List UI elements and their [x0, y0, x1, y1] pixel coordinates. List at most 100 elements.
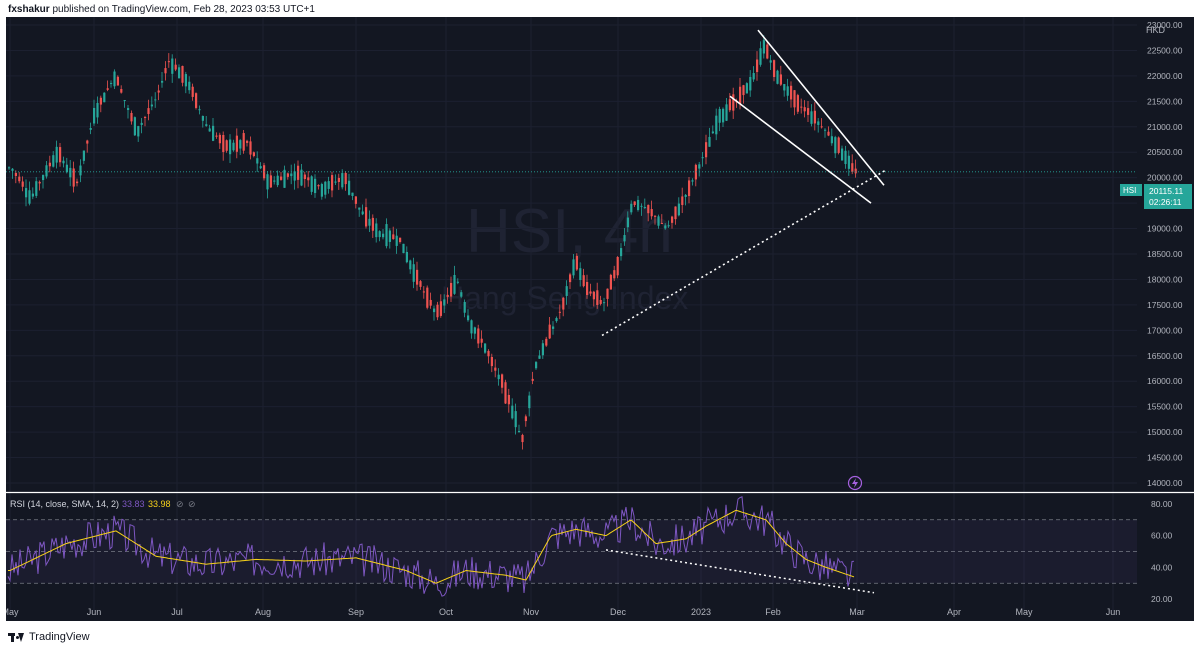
candle-body — [739, 86, 742, 105]
candle-body — [212, 125, 215, 141]
candle-body — [99, 97, 102, 105]
candle-body — [324, 181, 327, 195]
candle-body — [572, 259, 575, 276]
candle-body — [830, 136, 833, 144]
time-tick-label: Jun — [87, 607, 102, 617]
candle-body — [76, 181, 79, 184]
candle-body — [654, 215, 657, 217]
candle-body — [354, 196, 357, 204]
candle-body — [694, 164, 697, 180]
candle-body — [181, 65, 184, 83]
candle-body — [426, 287, 429, 308]
candle-body — [487, 350, 490, 357]
symbol-tag-text: HSI — [1123, 186, 1136, 195]
time-axis[interactable]: May Jun Jul Aug Sep Oct Nov Dec 2023 Feb Mar Apr May… — [6, 607, 1120, 617]
candle-body — [827, 131, 830, 136]
candle-body — [446, 294, 449, 297]
candle-body — [667, 225, 670, 227]
candle-body — [732, 94, 735, 111]
candle-body — [215, 135, 218, 137]
candle-body — [766, 44, 769, 59]
author-name[interactable]: fxshakur — [8, 4, 50, 15]
candle-body — [769, 60, 772, 63]
time-tick-label: Sep — [348, 607, 364, 617]
candle-body — [535, 362, 538, 369]
price-tick-label: 19000.00 — [1147, 224, 1183, 234]
candle-body — [824, 129, 827, 131]
candle-body — [167, 61, 170, 63]
candle-body — [762, 40, 765, 54]
rsi-divergence-line — [605, 549, 875, 594]
candle-body — [337, 177, 340, 182]
price-chart[interactable]: HSI, 4h Hang Seng Index HKD 23000.002250… — [6, 17, 1194, 621]
eye-off-icon[interactable]: ⊘ — [188, 499, 196, 509]
candle-body — [422, 291, 425, 293]
candle-body — [620, 248, 623, 257]
candle-body — [164, 68, 167, 74]
rsi-tick-label: 40.00 — [1151, 562, 1173, 572]
candle-body — [28, 190, 31, 204]
candle-body — [188, 81, 191, 91]
drawings — [601, 29, 887, 337]
price-tick-label: 20000.00 — [1147, 173, 1183, 183]
candle-body — [416, 269, 419, 285]
candle-body — [688, 180, 691, 197]
candle-body — [630, 203, 633, 213]
candle-body — [266, 174, 269, 190]
candle-body — [341, 173, 344, 188]
candle-body — [531, 378, 534, 381]
candle-body — [759, 48, 762, 65]
candle-body — [8, 167, 11, 169]
candle-body — [589, 291, 592, 294]
candle-body — [140, 122, 143, 125]
candle-body — [524, 416, 527, 422]
candle-body — [756, 59, 759, 73]
candle-body — [796, 95, 799, 112]
candle-body — [297, 165, 300, 180]
candle-body — [198, 109, 201, 111]
price-axis[interactable]: HKD 23000.00 22500.00 22000.00 21500.00 2100… — [1146, 20, 1183, 488]
candle-body — [382, 233, 385, 238]
rsi-axis[interactable]: 80.00 60.00 40.00 20.00 — [1151, 499, 1173, 604]
candle-body — [643, 206, 646, 208]
time-tick-label: Apr — [947, 607, 961, 617]
candle-body — [174, 64, 177, 70]
candle-body — [52, 155, 55, 167]
candle-body — [698, 164, 701, 169]
watermark-name: Hang Seng Index — [441, 280, 688, 316]
candle-body — [171, 58, 174, 74]
footer-brand[interactable]: TradingView — [29, 631, 90, 643]
candle-body — [609, 274, 612, 290]
rsi-line — [7, 496, 855, 597]
candle-body — [813, 110, 816, 124]
candle-body — [14, 172, 17, 177]
chart-frame[interactable]: HSI, 4h Hang Seng Index HKD 23000.00 2250… — [6, 17, 1194, 621]
candle-body — [276, 175, 279, 186]
candle-body — [467, 315, 470, 321]
lightning-icon[interactable] — [847, 475, 863, 491]
candle-body — [613, 270, 616, 279]
candle-body — [429, 299, 432, 306]
time-tick-label: May — [1015, 607, 1033, 617]
candle-body — [725, 104, 728, 121]
candle-body — [803, 107, 806, 112]
candle-body — [565, 286, 568, 296]
candle-body — [749, 76, 752, 91]
rsi-label: RSI (14, close, SMA, 14, 2) — [10, 499, 119, 509]
time-tick-label: 2023 — [691, 607, 711, 617]
candle-body — [65, 164, 68, 173]
price-tag-countdown: 02:26:11 — [1149, 197, 1182, 207]
candle-body — [358, 207, 361, 210]
price-tick-label: 15000.00 — [1147, 427, 1183, 437]
candle-body — [436, 304, 439, 318]
candle-body — [623, 235, 626, 242]
candle-body — [501, 374, 504, 388]
candle-body — [592, 291, 595, 300]
eye-off-icon[interactable]: ⊘ — [176, 499, 184, 509]
candle-body — [779, 74, 782, 85]
footer: TradingView — [8, 630, 90, 644]
candle-body — [800, 106, 803, 108]
candle-body — [626, 217, 629, 228]
candle-body — [453, 274, 456, 294]
candle-body — [344, 172, 347, 185]
